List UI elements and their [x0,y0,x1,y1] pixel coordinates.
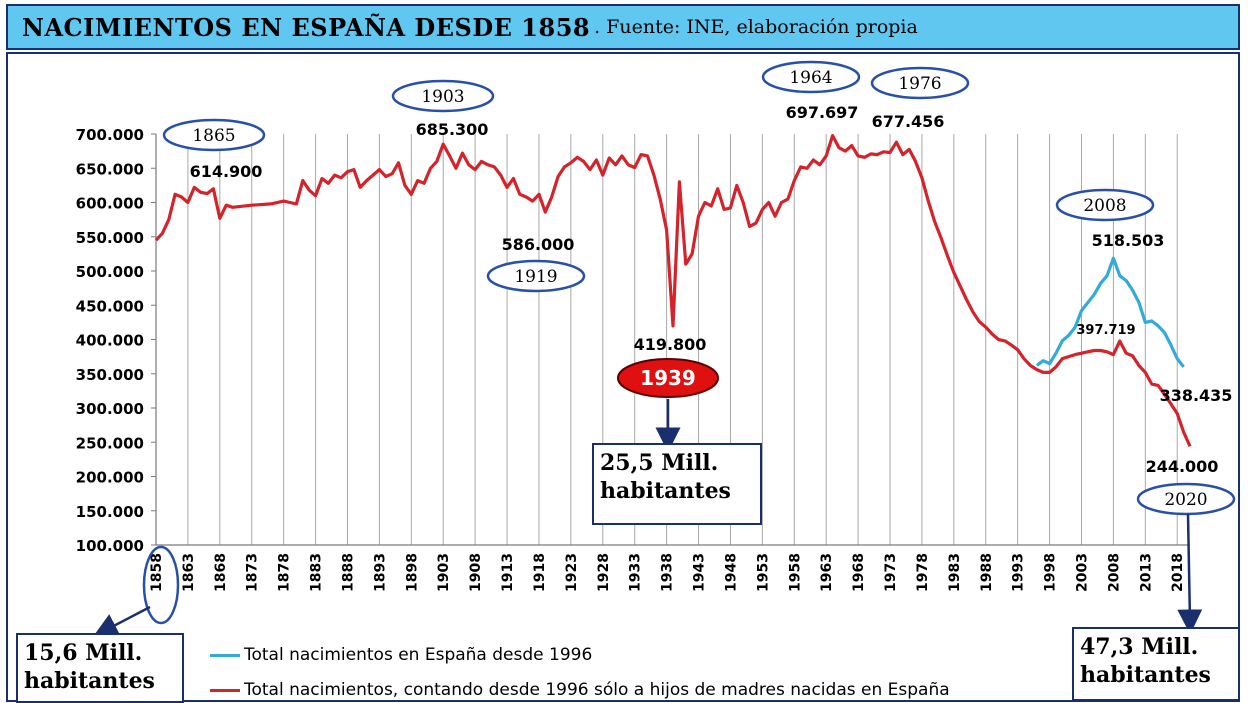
x-tick-label-1928: 1928 [596,553,612,592]
value-label-2008-7: 397.719 [1076,323,1135,338]
y-tick-label-150.000: 150.000 [76,503,144,521]
year-oval-2008 [1055,188,1155,222]
population-box-1858-line1: 15,6 Mill. [24,640,143,666]
y-tick-label-600.000: 600.000 [76,195,144,213]
y-tick-label-250.000: 250.000 [76,434,144,452]
year-oval-label-1903: 1903 [421,87,464,107]
x-tick-label-1858: 1858 [149,553,165,592]
x-tick-label-2018: 2018 [1170,553,1186,592]
x-tick-label-2008: 2008 [1106,553,1122,592]
value-label-1919-2: 586.000 [502,235,575,254]
x-tick-label-1888: 1888 [340,553,356,592]
year-oval-1964 [761,60,861,94]
value-label-1964-4: 697.697 [786,103,859,122]
legend-label-blue: Total nacimientos en España desde 1996 [244,645,593,665]
year-oval-1976 [870,66,970,100]
x-tick-label-1998: 1998 [1043,553,1059,592]
chart-title: NACIMIENTOS EN ESPAÑA DESDE 1858 [22,12,591,42]
x-tick-label-1953: 1953 [755,553,771,592]
x-tick-label-1923: 1923 [564,553,580,592]
x-tick-label-2013: 2013 [1138,553,1154,592]
x-tick-label-1938: 1938 [660,553,676,592]
population-box-1939: 25,5 Mill. habitantes [592,443,762,525]
x-tick-label-1903: 1903 [436,553,452,592]
population-box-2020: 47,3 Mill. habitantes [1072,627,1240,701]
year-oval-1903 [391,79,495,113]
x-tick-label-1913: 1913 [500,553,516,592]
y-tick-label-450.000: 450.000 [76,297,144,315]
x-tick-label-1898: 1898 [404,553,420,592]
arrow-2020 [1177,513,1203,635]
population-box-1858-line2: habitantes [24,668,155,694]
x-tick-label-1943: 1943 [692,553,708,592]
year-oval-1919 [486,259,586,293]
y-tick-label-200.000: 200.000 [76,469,144,487]
x-tick-label-1978: 1978 [915,553,931,592]
x-tick-label-1993: 1993 [1011,553,1027,592]
year-oval-1939 [617,358,719,398]
value-label-2020-8: 338.435 [1160,386,1233,405]
legend-item-blue: Total nacimientos en España desde 1996 [210,645,592,665]
y-tick-label-550.000: 550.000 [76,229,144,247]
x-tick-label-1873: 1873 [245,553,261,592]
x-tick-label-1908: 1908 [468,553,484,592]
value-label-1903-1: 685.300 [416,120,489,139]
x-tick-label-1868: 1868 [213,553,229,592]
year-oval-1865 [162,118,266,152]
population-box-1939-line1: 25,5 Mill. [600,450,719,476]
x-tick-label-1983: 1983 [947,553,963,592]
y-tick-label-400.000: 400.000 [76,332,144,350]
value-label-2008-6: 518.503 [1092,231,1165,250]
year-oval-2020 [1136,482,1236,516]
x-tick-label-1958: 1958 [787,553,803,592]
population-box-2020-line1: 47,3 Mill. [1080,634,1199,660]
x-tick-label-1963: 1963 [819,553,835,592]
x-tick-label-1988: 1988 [979,553,995,592]
arrow-1858 [92,605,151,637]
y-tick-label-100.000: 100.000 [76,537,144,555]
x-tick-label-1863: 1863 [181,553,197,592]
y-tick-label-700.000: 700.000 [76,126,144,144]
year-oval-label-1976: 1976 [898,74,941,94]
x-tick-label-1973: 1973 [883,553,899,592]
value-label-2020-9: 244.000 [1146,457,1219,476]
y-tick-label-500.000: 500.000 [76,263,144,281]
value-label-1865-0: 614.900 [190,162,263,181]
year-oval-label-1865: 1865 [192,126,235,146]
year-oval-label-1939: 1939 [640,366,696,390]
x-tick-label-2003: 2003 [1074,553,1090,592]
population-box-1939-line2: habitantes [600,478,731,504]
x-tick-label-1968: 1968 [851,553,867,592]
x-tick-label-1893: 1893 [372,553,388,592]
population-box-1858: 15,6 Mill. habitantes [16,633,184,703]
year-oval-label-1919: 1919 [514,267,557,287]
year-oval-label-2020: 2020 [1164,490,1207,510]
legend-item-red: Total nacimientos, contando desde 1996 s… [210,680,950,700]
x-tick-label-1878: 1878 [277,553,293,592]
y-tick-label-650.000: 650.000 [76,160,144,178]
y-tick-label-300.000: 300.000 [76,400,144,418]
x-tick-label-1883: 1883 [309,553,325,592]
title-bar: NACIMIENTOS EN ESPAÑA DESDE 1858. Fuente… [6,4,1240,50]
series-line-blue [1035,256,1185,368]
legend-label-red: Total nacimientos, contando desde 1996 s… [244,680,950,700]
population-box-2020-line2: habitantes [1080,662,1211,688]
year-oval-1858 [142,545,180,625]
value-label-1976-5: 677.456 [872,112,945,131]
chart-subtitle: . Fuente: INE, elaboración propia [594,16,918,38]
x-tick-label-1948: 1948 [723,553,739,592]
x-tick-label-1933: 1933 [628,553,644,592]
series-line-red [154,134,1192,448]
legend-swatch-red [210,688,240,692]
y-tick-label-350.000: 350.000 [76,366,144,384]
year-oval-label-1964: 1964 [789,68,832,88]
legend-swatch-blue [210,653,240,657]
year-oval-label-2008: 2008 [1083,196,1126,216]
x-tick-label-1918: 1918 [532,553,548,592]
value-label-1939-3: 419.800 [634,335,707,354]
